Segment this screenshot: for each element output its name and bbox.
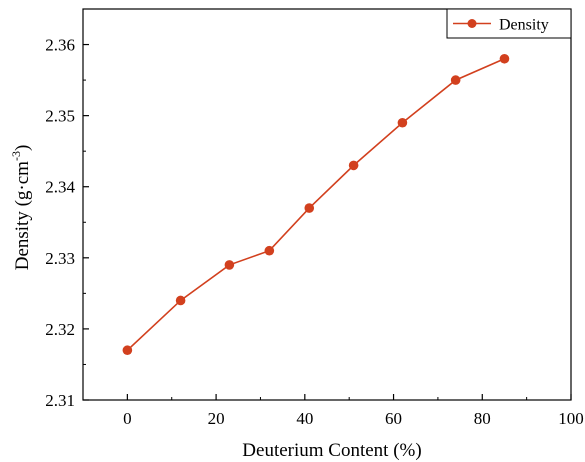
y-tick-label: 2.33 [45,249,75,268]
y-tick-label: 2.34 [45,178,75,197]
y-axis-title-close: ) [12,145,33,151]
x-tick-label: 40 [296,409,313,428]
y-tick-label: 2.32 [45,320,75,339]
x-tick-label: 60 [385,409,402,428]
plot-frame [82,8,572,401]
x-tick-label: 20 [208,409,225,428]
data-point [348,160,359,171]
series-layer [122,53,510,356]
data-point [264,245,275,256]
series-line-density [126,58,505,351]
data-point [397,117,408,128]
x-axis-title: Deuterium Content (%) [242,440,421,461]
x-tick-label: 80 [474,409,491,428]
y-tick-label: 2.31 [45,391,75,410]
data-point [304,203,315,213]
data-point [450,75,461,85]
x-tick-label: 100 [558,409,584,428]
data-point [175,295,186,306]
y-tick-label: 2.35 [45,107,75,126]
x-tick-label: 0 [123,409,132,428]
y-axis-title: Density (g·cm-3) [9,145,33,271]
legend-label: Density [499,17,549,34]
y-axis-title-main: Density (g·cm [12,161,33,270]
y-tick-label: 2.36 [45,36,75,55]
data-point [224,260,235,270]
legend-marker-swatch [467,19,477,28]
data-point [499,53,510,64]
y-axis-ticks: 2.31 2.32 2.33 2.34 2.35 2.36 [45,8,89,410]
y-axis-title-superscript: -3 [9,151,23,161]
x-axis-ticks: 0 20 40 60 80 100 [123,394,584,428]
data-point [122,345,133,356]
legend: Density [446,8,572,39]
